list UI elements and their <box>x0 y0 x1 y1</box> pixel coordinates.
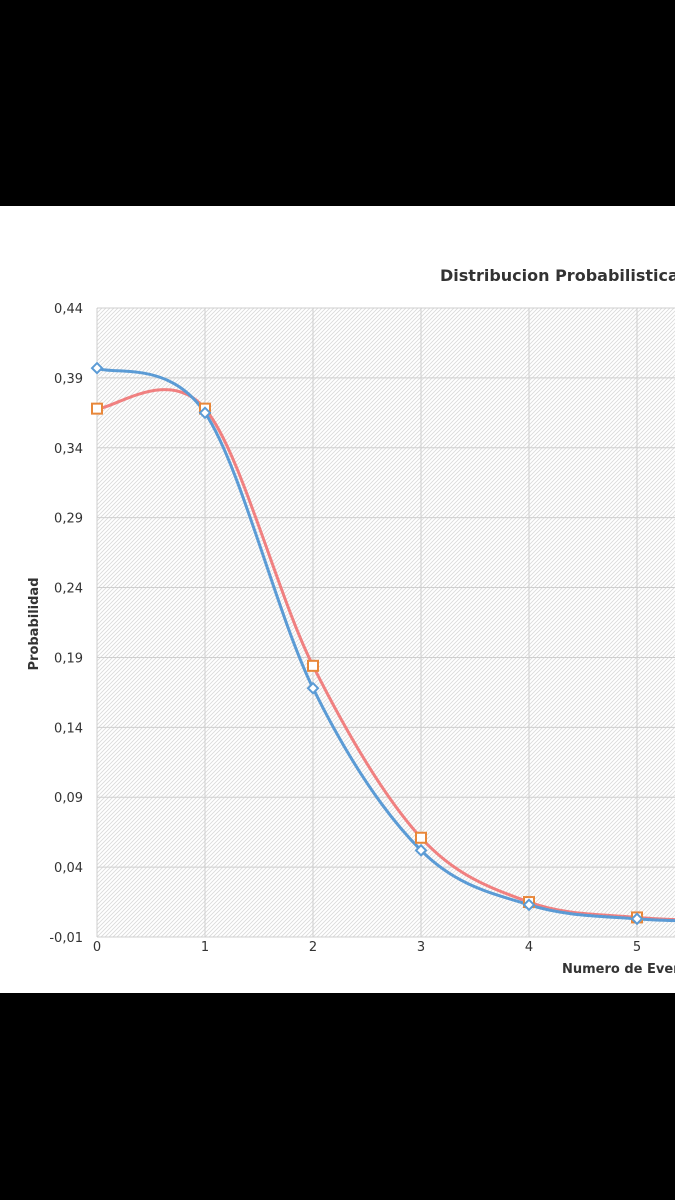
y-tick-label: 0,24 <box>54 582 83 597</box>
y-tick-label: 0,09 <box>54 791 83 806</box>
y-tick-label: 0,34 <box>54 442 83 457</box>
series-layer <box>90 361 675 926</box>
chart-panel: -0,01 0,04 0,09 0,14 0,19 0,24 0,29 0,34 0,39 0,4… <box>0 206 675 993</box>
x-tick-label: 0 <box>93 940 101 955</box>
x-axis-label: Numero de Eventos <box>562 962 675 977</box>
data-point-diamond[interactable] <box>306 681 320 695</box>
data-point-square[interactable] <box>91 402 103 415</box>
x-tick-label: 3 <box>417 940 425 955</box>
plot-background <box>97 308 675 937</box>
x-tick-label: 5 <box>633 940 641 955</box>
y-tick-label: 0,44 <box>54 302 83 317</box>
x-tick-label: 2 <box>309 940 317 955</box>
x-tick-label: 4 <box>525 940 533 955</box>
axis-labels: -0,01 0,04 0,09 0,14 0,19 0,24 0,29 0,34 0,39 0,4… <box>49 302 641 955</box>
y-tick-label: 0,29 <box>54 512 83 527</box>
data-point-diamond[interactable] <box>522 898 536 912</box>
data-point-diamond[interactable] <box>414 843 428 857</box>
data-point-square[interactable] <box>415 831 427 844</box>
y-axis-label: Probabilidad <box>27 577 42 670</box>
data-point-square[interactable] <box>307 659 319 672</box>
y-tick-label: 0,19 <box>54 651 83 666</box>
y-tick-label: 0,39 <box>54 372 83 387</box>
y-tick-label: -0,01 <box>49 931 83 946</box>
data-point-diamond[interactable] <box>630 912 644 926</box>
data-point-diamond[interactable] <box>90 361 104 375</box>
y-tick-label: 0,04 <box>54 861 83 876</box>
x-tick-label: 1 <box>201 940 209 955</box>
data-point-diamond[interactable] <box>198 406 212 420</box>
chart-title: Distribucion Probabilistica <box>440 266 675 285</box>
chart-svg: -0,01 0,04 0,09 0,14 0,19 0,24 0,29 0,34 0,39 0,4… <box>27 266 675 977</box>
y-tick-label: 0,14 <box>54 721 83 736</box>
